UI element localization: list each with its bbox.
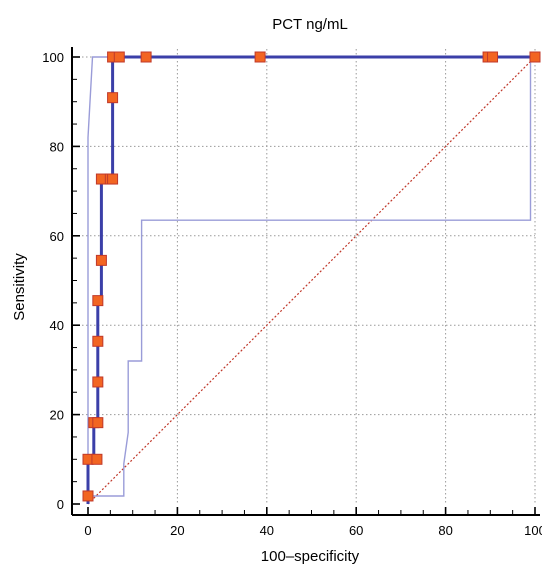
x-tick-label: 80 [438, 523, 452, 538]
roc-point-marker [92, 417, 104, 429]
x-axis-title: 100–specificity [261, 548, 360, 565]
y-tick-label: 0 [57, 497, 64, 512]
lower-bound-line [88, 56, 535, 497]
roc-point-marker [82, 490, 94, 502]
x-tick-label: 20 [170, 523, 184, 538]
y-tick-label: 100 [42, 50, 64, 65]
roc-point-marker [92, 376, 104, 388]
roc-point-marker [529, 51, 541, 63]
roc-point-marker [92, 335, 104, 347]
y-tick-label: 20 [50, 408, 64, 423]
y-tick-label: 80 [50, 139, 64, 154]
roc-curve-line [86, 55, 535, 504]
roc-point-marker [107, 173, 119, 185]
axes [71, 47, 540, 516]
chart-title: PCT ng/mL [272, 16, 348, 33]
roc-markers [82, 51, 541, 502]
reference-diagonal [87, 56, 536, 505]
y-tick-label: 60 [50, 229, 64, 244]
roc-point-marker [92, 295, 104, 307]
roc-point-marker [107, 92, 119, 104]
roc-point-marker [95, 254, 107, 266]
x-tick-label: 60 [349, 523, 363, 538]
tick-labels: 0 20 40 60 80 100 0 20 40 60 80 100 [42, 50, 542, 538]
roc-point-marker [91, 453, 103, 465]
roc-point-marker [140, 51, 152, 63]
x-tick-label: 0 [84, 523, 91, 538]
roc-point-marker [487, 51, 499, 63]
y-axis-title: Sensitivity [11, 253, 28, 321]
x-tick-label: 100 [524, 523, 542, 538]
roc-point-marker [113, 51, 125, 63]
diagonal-line [87, 56, 536, 505]
roc-curve [86, 55, 535, 504]
x-tick-label: 40 [260, 523, 274, 538]
grid [74, 49, 536, 504]
y-tick-label: 40 [50, 318, 64, 333]
roc-point-marker [254, 51, 266, 63]
